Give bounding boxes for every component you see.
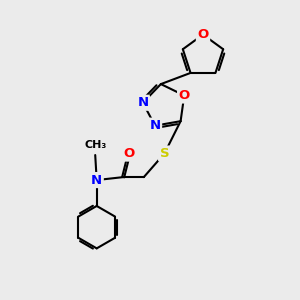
Text: N: N: [149, 119, 161, 132]
Text: CH₃: CH₃: [84, 140, 106, 150]
Text: S: S: [160, 147, 169, 160]
Text: O: O: [124, 147, 135, 160]
Text: O: O: [197, 28, 208, 41]
Text: N: N: [91, 174, 102, 187]
Text: O: O: [178, 89, 190, 102]
Text: N: N: [137, 96, 148, 109]
